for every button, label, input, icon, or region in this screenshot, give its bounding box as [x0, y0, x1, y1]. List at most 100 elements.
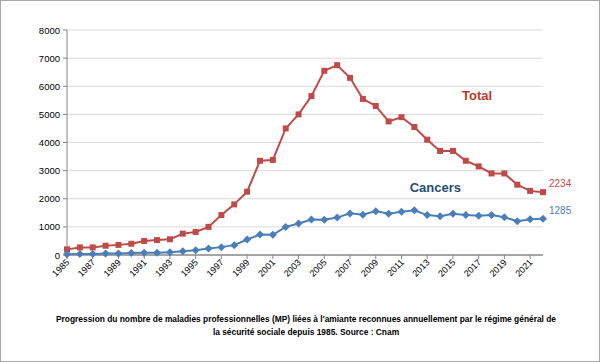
x-tick — [375, 255, 376, 259]
marker — [398, 114, 404, 120]
marker — [244, 189, 250, 195]
x-tick-label: 2015 — [436, 257, 457, 278]
marker — [295, 220, 303, 228]
marker — [346, 209, 354, 217]
series-line — [67, 210, 543, 254]
marker — [179, 247, 187, 255]
x-tick-label: 1999 — [230, 257, 251, 278]
chart: 0100020003000400050006000700080001985198… — [0, 0, 600, 362]
marker — [114, 250, 122, 258]
marker — [206, 224, 212, 230]
marker — [218, 212, 224, 218]
y-tick-label: 0 — [55, 250, 60, 261]
x-tick — [324, 255, 325, 259]
marker — [321, 68, 327, 74]
grid-line — [67, 114, 543, 115]
marker — [411, 124, 417, 130]
x-tick-label: 1987 — [76, 257, 97, 278]
y-tick — [63, 142, 67, 143]
x-axis — [67, 255, 543, 256]
marker — [423, 211, 431, 219]
marker — [192, 246, 200, 254]
marker — [205, 245, 213, 253]
x-tick — [350, 255, 351, 259]
marker — [243, 236, 251, 244]
plot-area — [63, 62, 547, 258]
grid-line — [67, 198, 543, 199]
x-tick-label: 2019 — [488, 257, 509, 278]
x-tick — [221, 255, 222, 259]
marker — [140, 249, 148, 257]
marker — [410, 206, 418, 214]
marker — [397, 208, 405, 216]
series-name: Total — [462, 88, 492, 103]
y-axis — [67, 30, 68, 255]
marker — [386, 118, 392, 124]
marker — [193, 229, 199, 235]
y-tick-label: 6000 — [39, 81, 60, 92]
data-label: 2234 — [549, 178, 572, 189]
x-tick-label: 2017 — [462, 257, 483, 278]
labels: 2234Total1285Cancers — [410, 88, 572, 216]
y-tick — [63, 30, 67, 31]
y-tick-label: 3000 — [39, 165, 60, 176]
x-tick — [401, 255, 402, 259]
marker — [526, 215, 534, 223]
x-tick — [478, 255, 479, 259]
marker — [269, 231, 277, 239]
marker — [476, 163, 482, 169]
marker — [488, 211, 496, 219]
x-tick — [530, 255, 531, 259]
marker — [500, 213, 508, 221]
x-tick-label: 2003 — [282, 257, 303, 278]
marker — [231, 201, 237, 207]
grid-line — [67, 255, 543, 256]
marker — [513, 217, 521, 225]
marker — [103, 243, 109, 249]
grid-line — [67, 226, 543, 227]
marker — [462, 211, 470, 219]
x-tick — [452, 255, 453, 259]
x-tick-label: 2021 — [513, 257, 534, 278]
marker — [127, 249, 135, 257]
x-tick-label: 2009 — [359, 257, 380, 278]
y-tick — [63, 86, 67, 87]
marker — [385, 210, 393, 218]
grid-line — [67, 170, 543, 171]
marker — [334, 62, 340, 68]
marker — [527, 188, 533, 194]
marker — [128, 241, 134, 247]
marker — [296, 111, 302, 117]
y-tick-label: 7000 — [39, 53, 60, 64]
x-tick-label: 1991 — [127, 257, 148, 278]
y-tick — [63, 226, 67, 227]
marker — [167, 236, 173, 242]
marker — [76, 250, 84, 258]
caption: la sécurité sociale depuis 1985. Source … — [213, 327, 399, 337]
marker — [141, 238, 147, 244]
marker — [449, 210, 457, 218]
x-tick-label: 1995 — [179, 257, 200, 278]
marker — [540, 189, 546, 195]
x-tick-label: 2005 — [307, 257, 328, 278]
y-tick-label: 1000 — [39, 221, 60, 232]
x-tick-label: 1985 — [50, 257, 71, 278]
marker — [283, 125, 289, 131]
marker — [437, 148, 443, 154]
y-tick — [63, 198, 67, 199]
marker — [501, 170, 507, 176]
marker — [360, 96, 366, 102]
y-tick — [63, 170, 67, 171]
marker — [257, 158, 263, 164]
marker — [230, 241, 238, 249]
marker — [450, 148, 456, 154]
x-tick — [272, 255, 273, 259]
marker — [217, 243, 225, 251]
marker — [307, 216, 315, 224]
marker — [166, 248, 174, 256]
marker — [347, 75, 353, 81]
grid-line — [67, 142, 543, 143]
x-tick-label: 2013 — [410, 257, 431, 278]
marker — [372, 207, 380, 215]
marker — [154, 237, 160, 243]
